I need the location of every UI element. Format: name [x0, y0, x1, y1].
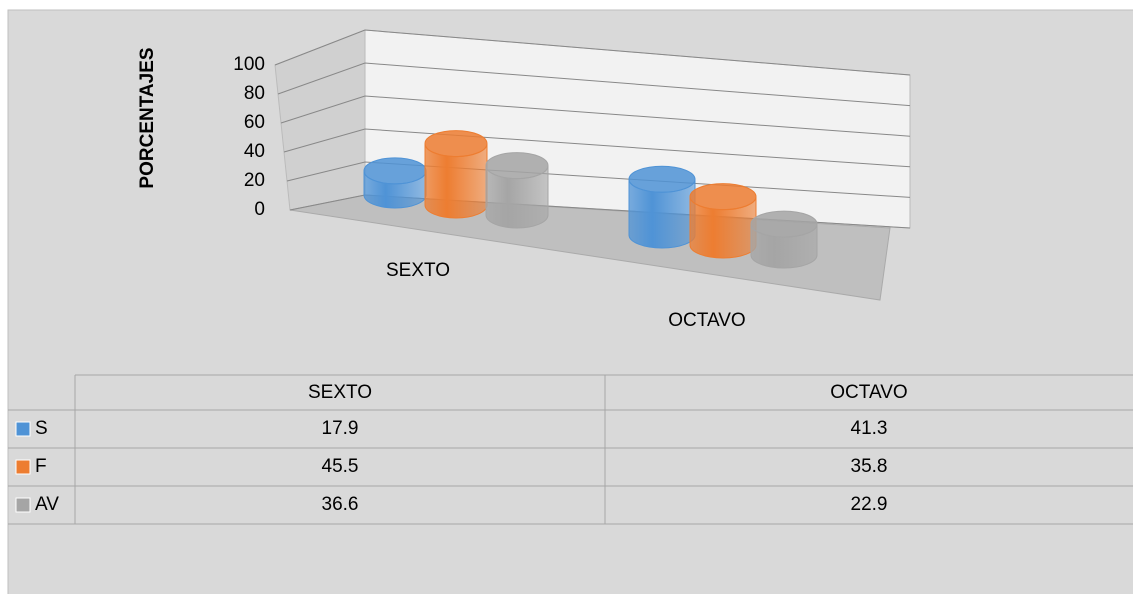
table-header: SEXTO	[308, 382, 372, 403]
y-tick-label: 40	[244, 141, 265, 162]
cylinder-top	[363, 157, 427, 185]
y-tick-label: 0	[254, 199, 265, 220]
cylinder-top	[628, 165, 696, 193]
table-cell: 22.9	[851, 494, 888, 515]
y-tick-label: 80	[244, 83, 265, 104]
y-axis-title: PORCENTAJES	[137, 47, 158, 188]
table-cell: 45.5	[322, 456, 359, 477]
y-tick-label: 100	[233, 54, 265, 75]
data-table: SEXTO OCTAVO S 17.9 41.3 F 45.5 35.8 AV 36.6 22.9	[8, 374, 1133, 525]
grid-line	[274, 29, 911, 76]
grid-line	[283, 128, 911, 168]
grid-line	[280, 95, 911, 137]
cylinder-top	[485, 152, 549, 180]
cylinder-top	[689, 183, 757, 211]
y-tick-label: 60	[244, 112, 265, 133]
legend-swatch	[15, 497, 31, 513]
legend-label: F	[35, 456, 47, 477]
legend-label: AV	[35, 494, 59, 515]
legend-label: S	[35, 418, 48, 439]
cylinder-top	[750, 210, 818, 238]
plot: 0 20 40 60 80 100 SEXTO OCTAVO	[233, 29, 911, 331]
x-tick-label: SEXTO	[386, 260, 450, 281]
table-header: OCTAVO	[830, 382, 907, 403]
legend-swatch	[15, 421, 31, 437]
table-cell: 36.6	[322, 494, 359, 515]
x-tick-label: OCTAVO	[668, 310, 745, 331]
cylinder-top	[424, 130, 488, 158]
table-cell: 35.8	[851, 456, 888, 477]
table-cell: 41.3	[851, 418, 888, 439]
legend-swatch	[15, 459, 31, 475]
table-cell: 17.9	[322, 418, 359, 439]
y-tick-label: 20	[244, 170, 265, 191]
grid-line	[277, 62, 911, 107]
